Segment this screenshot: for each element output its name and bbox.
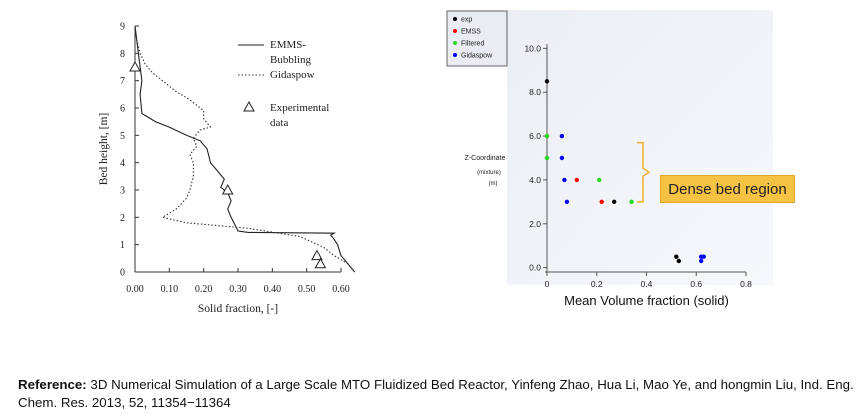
experimental-triangle-marker xyxy=(311,249,323,261)
scatter-point-filtered xyxy=(544,133,550,139)
y-axis-title-line2: (mixture) xyxy=(477,170,501,176)
x-tick-label: 0.6 xyxy=(690,279,702,289)
reference-label: Reference: xyxy=(18,377,87,392)
reference-citation: Reference: 3D Numerical Simulation of a … xyxy=(18,376,858,412)
scatter-point-filtered xyxy=(544,155,550,161)
x-tick-label: 0 xyxy=(545,279,550,289)
legend-swatch-exp xyxy=(453,17,457,21)
y-tick-label: 1 xyxy=(120,240,125,251)
x-tick-label: 0.00 xyxy=(126,284,144,295)
emms-bubbling-line xyxy=(134,25,356,273)
x-tick-label: 0.60 xyxy=(332,284,350,295)
y-axis-title-line1: Z-Coordinate xyxy=(465,155,506,162)
legend-experimental-label-line2: data xyxy=(270,117,288,129)
y-tick-label: 8.0 xyxy=(529,87,541,97)
legend-experimental-swatch xyxy=(243,100,255,112)
legend-label-filtered: Filtered xyxy=(461,41,484,48)
scatter-point-exp xyxy=(544,79,550,84)
x-tick-label: 0.4 xyxy=(641,279,653,289)
plot-background xyxy=(507,10,773,285)
y-tick-label: 4.0 xyxy=(529,175,541,185)
scatter-point-gidaspow xyxy=(564,199,570,204)
y-tick-label: 10.0 xyxy=(524,43,541,53)
legend-swatch-gidaspow xyxy=(453,53,457,57)
scatter-point-exp xyxy=(674,254,679,259)
legend-label-emss: EMSS xyxy=(461,29,481,36)
scatter-point-gidaspow xyxy=(559,155,565,161)
y-tick-label: 5 xyxy=(120,131,125,142)
scatter-point-gidaspow xyxy=(699,258,704,264)
x-tick-label: 0.40 xyxy=(264,284,282,295)
scatter-point-emss xyxy=(599,199,604,204)
x-tick-label: 0.50 xyxy=(298,284,316,295)
y-tick-label: 6.0 xyxy=(529,131,541,141)
x-tick-label: 0.2 xyxy=(591,279,603,289)
gidaspow-line xyxy=(134,25,356,273)
x-axis-title: Solid fraction, [-] xyxy=(198,303,278,315)
experimental-triangle-marker xyxy=(221,183,234,195)
legend-emms-label-line1: EMMS- xyxy=(270,39,306,51)
legend-emms-label-line2: Bubbling xyxy=(270,54,311,66)
mean-volume-fraction-scatter-chart: 0.0 2.0 4.0 6.0 8.0 10.0 0 0.2 0.4 0.6 0.8 Mean Vol… xyxy=(446,10,773,308)
y-tick-label: 9 xyxy=(120,22,125,33)
x-tick-label: 0.20 xyxy=(195,284,213,295)
scatter-point-emss xyxy=(574,177,579,183)
x-tick-label: 0.30 xyxy=(229,284,247,295)
scatter-point-exp xyxy=(676,258,681,264)
y-tick-label: 0 xyxy=(120,268,125,279)
x-tick-label: 0.8 xyxy=(740,279,752,289)
legend-label-gidaspow: Gidaspow xyxy=(461,53,493,60)
scatter-point-gidaspow xyxy=(562,177,567,183)
dense-bed-bracket xyxy=(637,141,651,203)
x-tick-label: 0.10 xyxy=(161,284,179,295)
y-tick-label: 7 xyxy=(120,76,125,87)
reference-text: 3D Numerical Simulation of a Large Scale… xyxy=(18,377,854,410)
y-axis-title: Bed height, [m] xyxy=(98,113,110,186)
scatter-point-filtered xyxy=(597,177,602,183)
scatter-point-filtered xyxy=(629,199,634,204)
scatter-point-gidaspow xyxy=(701,254,706,259)
scatter-point-exp xyxy=(612,199,617,204)
x-axis-title: Mean Volume fraction (solid) xyxy=(564,293,729,308)
legend-swatch-filtered xyxy=(453,41,457,45)
y-tick-label: 6 xyxy=(120,104,125,115)
experimental-triangle-marker xyxy=(129,60,141,72)
legend-label-exp: exp xyxy=(461,17,472,24)
dense-bed-region-callout: Dense bed region xyxy=(660,175,795,203)
legend-gidaspow-label: Gidaspow xyxy=(270,69,315,81)
y-axis-title-line3: (m) xyxy=(489,181,498,187)
y-tick-label: 4 xyxy=(120,158,125,169)
legend-swatch-emss xyxy=(453,29,457,33)
scatter-point-gidaspow xyxy=(559,133,565,139)
emms-gidaspow-profile-chart: 0 1 2 3 4 5 6 7 8 9 0.00 0.10 0.20 0.30 0.40 0.50 0.60 So… xyxy=(98,22,356,315)
y-tick-label: 2 xyxy=(120,213,125,224)
y-tick-label: 0.0 xyxy=(529,263,541,273)
y-tick-label: 8 xyxy=(120,49,125,60)
y-tick-label: 3 xyxy=(120,186,125,197)
legend-box xyxy=(446,10,508,67)
legend-experimental-label-line1: Experimental xyxy=(270,102,329,114)
experimental-triangle-marker xyxy=(314,257,327,269)
y-tick-label: 2.0 xyxy=(529,219,541,229)
